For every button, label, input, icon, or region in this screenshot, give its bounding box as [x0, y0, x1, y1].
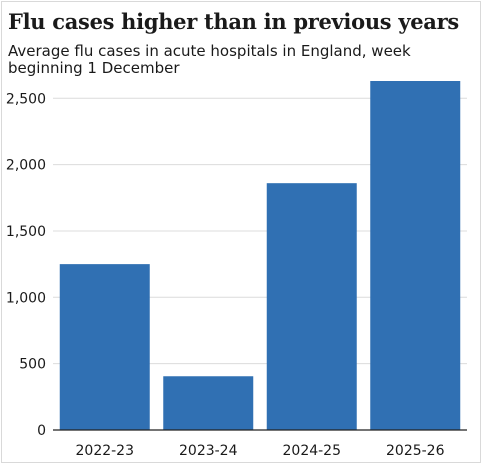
- x-tick-label: 2024-25: [283, 443, 342, 459]
- y-tick-label: 500: [19, 357, 46, 373]
- y-tick-label: 2,000: [6, 158, 46, 174]
- x-tick-label: 2022-23: [76, 443, 135, 459]
- x-tick-label: 2025-26: [386, 443, 445, 459]
- y-axis: 0 500 1,000 1,500 2,000 2,500: [6, 91, 46, 439]
- bars: [59, 81, 461, 430]
- x-axis: 2022-23 2023-24 2024-25 2025-26: [53, 429, 467, 459]
- chart-subtitle: Average flu cases in acute hospitals in …: [8, 42, 411, 77]
- x-tick-label: 2023-24: [179, 443, 238, 459]
- bar: [59, 264, 150, 430]
- y-tick-label: 2,500: [6, 91, 46, 107]
- bar: [370, 81, 461, 430]
- bar: [163, 376, 254, 430]
- y-tick-label: 0: [37, 423, 46, 439]
- bar: [266, 183, 357, 430]
- y-tick-label: 1,000: [6, 290, 46, 306]
- chart-title: Flu cases higher than in previous years: [8, 9, 459, 34]
- y-tick-label: 1,500: [6, 224, 46, 240]
